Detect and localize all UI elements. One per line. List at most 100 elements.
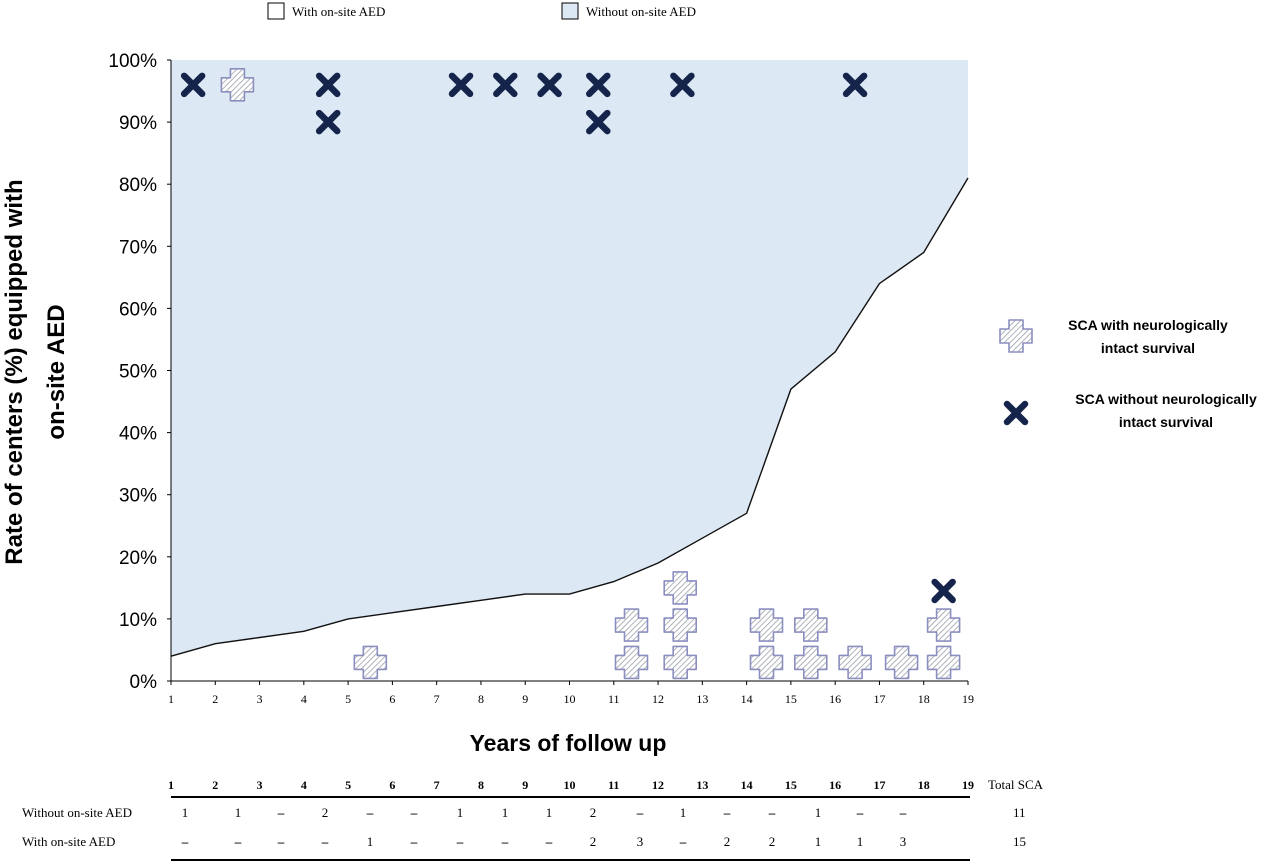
table-header-year: 12 xyxy=(652,778,664,792)
x-stroke xyxy=(842,72,868,98)
table-cell: – xyxy=(636,805,644,820)
no-survival-marker xyxy=(493,72,518,98)
survival-marker xyxy=(220,68,255,102)
side-legend-survival-line1: SCA with neurologically xyxy=(1068,317,1228,333)
table-header-year: 2 xyxy=(212,778,218,792)
plus-shape xyxy=(749,645,784,680)
no-survival-marker xyxy=(586,72,611,98)
sca-count-table: Total SCA Without on-site AED With on-si… xyxy=(22,777,1044,861)
legend-swatch-without-aed xyxy=(561,2,579,20)
x-tick-label: 18 xyxy=(918,692,930,706)
table-cell: – xyxy=(456,834,464,849)
survival-marker xyxy=(838,645,872,680)
table-cell: 1 xyxy=(457,805,464,820)
x-tick-label: 17 xyxy=(873,692,885,706)
no-survival-marker xyxy=(315,109,341,135)
table-header-year: 3 xyxy=(257,778,263,792)
no-survival-marker xyxy=(180,72,206,98)
table-cell: 2 xyxy=(590,805,597,820)
x-stroke xyxy=(448,72,474,98)
legend-survival-icon xyxy=(999,319,1033,353)
table-header-year: 15 xyxy=(785,778,797,792)
table-cell: – xyxy=(768,805,776,820)
table-cell: – xyxy=(277,805,285,820)
x-tick-label: 8 xyxy=(478,692,484,706)
table-header-year: 19 xyxy=(962,778,974,792)
x-stroke xyxy=(670,72,695,98)
y-tick-label: 100% xyxy=(108,51,157,72)
table-cell: 2 xyxy=(590,834,597,849)
y-tick-label: 0% xyxy=(130,672,158,693)
survival-marker xyxy=(663,608,698,642)
no-survival-marker xyxy=(448,72,474,98)
table-cell: 1 xyxy=(235,805,242,820)
y-tick-label: 20% xyxy=(119,548,157,569)
plus-shape xyxy=(614,608,649,642)
table-cell: 1 xyxy=(815,834,822,849)
no-survival-marker xyxy=(842,72,868,98)
plus-shape xyxy=(838,645,872,680)
x-stroke xyxy=(931,578,956,604)
table-header-year: 17 xyxy=(873,778,885,792)
survival-marker xyxy=(614,608,649,642)
aed-rate-line xyxy=(170,177,969,657)
side-legend-no-survival-line2: intact survival xyxy=(1119,414,1213,430)
x-stroke xyxy=(315,72,341,98)
legend-swatch-with-aed xyxy=(267,2,285,20)
plus-shape xyxy=(999,319,1033,353)
table-header-year: 7 xyxy=(434,778,440,792)
x-tick-label: 1 xyxy=(168,692,174,706)
table-header-year: 18 xyxy=(918,778,930,792)
table-cell: 3 xyxy=(637,834,644,849)
table-cell: – xyxy=(277,834,285,849)
legend-no-survival-icon xyxy=(1003,400,1029,426)
table-row-label-without: Without on-site AED xyxy=(22,805,132,820)
x-tick-label: 10 xyxy=(564,692,576,706)
table-cell: – xyxy=(679,834,687,849)
table-header-year: 13 xyxy=(696,778,708,792)
x-stroke xyxy=(537,72,562,98)
no-survival-marker xyxy=(670,72,695,98)
area-with-aed xyxy=(171,178,968,681)
plus-shape xyxy=(663,608,698,642)
y-axis-title-line2: on-site AED xyxy=(43,304,70,439)
x-stroke xyxy=(493,72,518,98)
y-tick-label: 40% xyxy=(119,424,157,445)
survival-marker xyxy=(749,645,784,680)
no-survival-marker xyxy=(586,109,611,135)
x-tick-label: 9 xyxy=(522,692,528,706)
y-tick-label: 50% xyxy=(119,362,157,383)
legend-label-with-aed: With on-site AED xyxy=(292,4,385,19)
survival-marker xyxy=(663,571,698,605)
x-tick-labels: 1 2 3 4 5 6 7 8 9 10 11 12 13 14 15 16 17 18 19 xyxy=(168,681,974,706)
survival-marker xyxy=(926,645,961,680)
survival-marker xyxy=(749,608,784,642)
survival-marker xyxy=(614,645,649,680)
legend-label-without-aed: Without on-site AED xyxy=(586,4,696,19)
table-cell: – xyxy=(545,834,553,849)
table-cell: – xyxy=(723,805,731,820)
x-tick-label: 4 xyxy=(301,692,307,706)
side-legend: SCA with neurologically intact survival … xyxy=(999,317,1257,430)
plus-shape xyxy=(793,608,828,642)
y-tick-label: 80% xyxy=(119,175,157,196)
survival-marker xyxy=(926,608,961,642)
y-tick-label: 10% xyxy=(119,610,157,631)
survival-marker xyxy=(353,645,388,680)
table-cell: 1 xyxy=(502,805,509,820)
survival-marker xyxy=(793,608,828,642)
plus-shape xyxy=(926,645,961,680)
table-header-year: 4 xyxy=(301,778,307,792)
top-legend: With on-site AED Without on-site AED xyxy=(267,2,696,20)
x-tick-label: 11 xyxy=(608,692,620,706)
x-tick-label: 16 xyxy=(829,692,841,706)
x-tick-label: 7 xyxy=(434,692,440,706)
no-survival-marker xyxy=(315,72,341,98)
table-cell: – xyxy=(856,805,864,820)
table-header-year: 9 xyxy=(522,778,528,792)
plus-shape xyxy=(926,608,961,642)
x-stroke xyxy=(586,109,611,135)
y-tick-label: 70% xyxy=(119,237,157,258)
x-stroke xyxy=(315,109,341,135)
